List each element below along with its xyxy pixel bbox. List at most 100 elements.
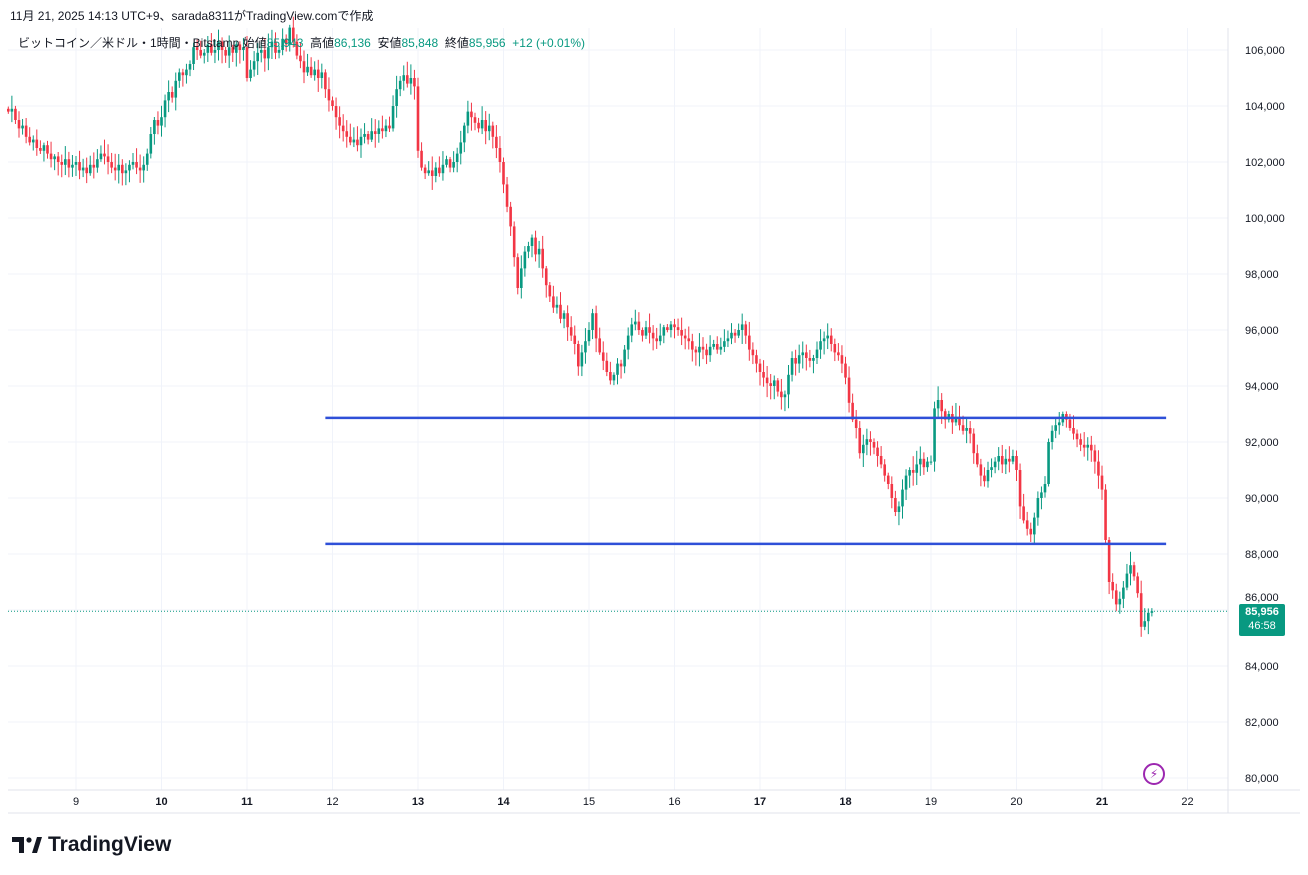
logo-text: TradingView xyxy=(48,833,172,856)
candle-body xyxy=(46,145,49,154)
candle-body xyxy=(10,108,14,112)
candle-body xyxy=(573,335,577,344)
candle-body xyxy=(388,125,391,129)
candle-body xyxy=(480,120,484,129)
candle-body xyxy=(819,341,822,350)
candle-body xyxy=(559,304,562,319)
candle-body xyxy=(7,108,10,112)
candle-body xyxy=(406,75,409,84)
candle-body xyxy=(1122,587,1125,599)
candle-body xyxy=(181,72,185,76)
candle-body xyxy=(49,153,53,160)
candle-body xyxy=(598,338,601,353)
candle-body xyxy=(78,162,81,171)
candle-body xyxy=(780,391,783,398)
candle-body xyxy=(933,408,936,462)
candle-body xyxy=(537,248,541,255)
high-value: 86,136 xyxy=(334,36,371,50)
candle-body xyxy=(195,47,199,50)
candle-body xyxy=(373,131,377,134)
candle-body xyxy=(395,89,398,106)
candle-body xyxy=(837,352,840,356)
candle-body xyxy=(854,419,858,428)
candle-body xyxy=(1125,573,1129,588)
candle-body xyxy=(808,358,812,361)
candle-body xyxy=(833,344,837,353)
candle-body xyxy=(356,139,359,146)
candle-body xyxy=(170,92,174,98)
candle-body xyxy=(477,122,480,129)
candle-body xyxy=(99,153,103,160)
candle-body xyxy=(452,162,455,168)
candle-body xyxy=(1033,517,1036,535)
candle-body xyxy=(523,251,527,269)
candle-body xyxy=(1015,456,1018,470)
candle-body xyxy=(858,428,862,454)
candle-body xyxy=(14,108,17,120)
candle-body xyxy=(103,153,106,157)
candle-body xyxy=(252,61,256,70)
candle-body xyxy=(267,47,270,59)
candle-body xyxy=(609,372,612,381)
candle-body xyxy=(1147,612,1150,622)
candle-body xyxy=(605,360,609,372)
candle-body xyxy=(56,156,60,162)
candle-body xyxy=(309,66,313,76)
price-tick-label: 80,000 xyxy=(1245,773,1279,785)
candle-body xyxy=(886,475,890,484)
candle-body xyxy=(1136,576,1139,594)
candle-body xyxy=(363,134,366,137)
candle-body xyxy=(202,52,206,56)
candle-body xyxy=(156,120,160,126)
candle-body xyxy=(719,346,723,350)
candle-body xyxy=(1093,450,1097,462)
candle-body xyxy=(901,489,904,507)
candle-body xyxy=(341,125,345,132)
candle-body xyxy=(801,352,805,356)
candle-body xyxy=(1004,458,1008,465)
candle-body xyxy=(1029,528,1033,535)
candle-body xyxy=(160,117,163,126)
candle-body xyxy=(249,69,252,78)
price-tick-label: 84,000 xyxy=(1245,661,1279,673)
candle-body xyxy=(908,470,911,476)
candle-body xyxy=(591,313,594,330)
candle-body xyxy=(983,475,986,482)
lightning-icon[interactable]: ⚡ xyxy=(1143,763,1165,785)
candle-body xyxy=(708,346,712,356)
candle-body xyxy=(178,72,181,81)
candle-body xyxy=(876,447,879,456)
candle-body xyxy=(544,268,548,286)
candle-body xyxy=(634,321,637,325)
symbol-label[interactable]: ビットコイン／米ドル・1時間・Bitstamp xyxy=(18,36,240,50)
candle-body xyxy=(370,131,373,140)
candle-body xyxy=(121,164,124,174)
candle-body xyxy=(712,344,715,347)
candle-body xyxy=(1082,444,1086,448)
candle-body xyxy=(206,44,210,53)
candle-body xyxy=(495,136,498,148)
candle-body xyxy=(259,50,263,53)
candle-body xyxy=(327,89,331,101)
candle-body xyxy=(911,470,915,473)
ohlc-legend: ビットコイン／米ドル・1時間・Bitstamp 始値85,943 高値86,13… xyxy=(18,34,585,51)
tradingview-logo-icon xyxy=(12,837,42,853)
candle-body xyxy=(1022,506,1025,521)
candle-body xyxy=(915,464,919,473)
close-label: 終値 xyxy=(444,36,469,50)
drawings[interactable] xyxy=(8,416,1228,612)
candle-body xyxy=(281,38,284,50)
candle-body xyxy=(552,296,555,308)
candle-body xyxy=(936,400,940,409)
candle-body xyxy=(872,442,876,448)
candle-body xyxy=(840,355,844,364)
candle-body xyxy=(961,425,965,431)
candle-body xyxy=(39,148,42,151)
candle-body xyxy=(24,125,28,137)
candle-body xyxy=(794,358,797,364)
candle-body xyxy=(812,358,815,361)
candle-body xyxy=(448,159,452,168)
candle-body xyxy=(1139,593,1143,627)
candle-body xyxy=(124,170,128,174)
